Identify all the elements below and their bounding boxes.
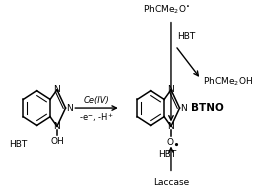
Text: OH: OH bbox=[50, 137, 64, 146]
Text: N: N bbox=[167, 122, 174, 131]
Text: N: N bbox=[53, 122, 60, 131]
Text: Laccase: Laccase bbox=[152, 178, 188, 187]
Text: PhCMe$_2$O$^{\bullet}$: PhCMe$_2$O$^{\bullet}$ bbox=[142, 3, 189, 16]
Text: N: N bbox=[66, 104, 73, 113]
Text: HBT: HBT bbox=[157, 150, 176, 159]
Text: BTNO: BTNO bbox=[190, 103, 223, 113]
Text: -e$^{-}$, -H$^{+}$: -e$^{-}$, -H$^{+}$ bbox=[79, 111, 113, 124]
Text: N: N bbox=[167, 85, 174, 94]
Text: $\bullet$: $\bullet$ bbox=[171, 139, 178, 149]
Text: O: O bbox=[166, 138, 173, 147]
Text: N: N bbox=[53, 85, 60, 94]
Text: HBT: HBT bbox=[9, 140, 27, 149]
Text: HBT: HBT bbox=[176, 32, 195, 40]
Text: N: N bbox=[180, 104, 186, 113]
Text: Ce(IV): Ce(IV) bbox=[83, 96, 109, 105]
Text: PhCMe$_2$OH: PhCMe$_2$OH bbox=[202, 76, 252, 88]
